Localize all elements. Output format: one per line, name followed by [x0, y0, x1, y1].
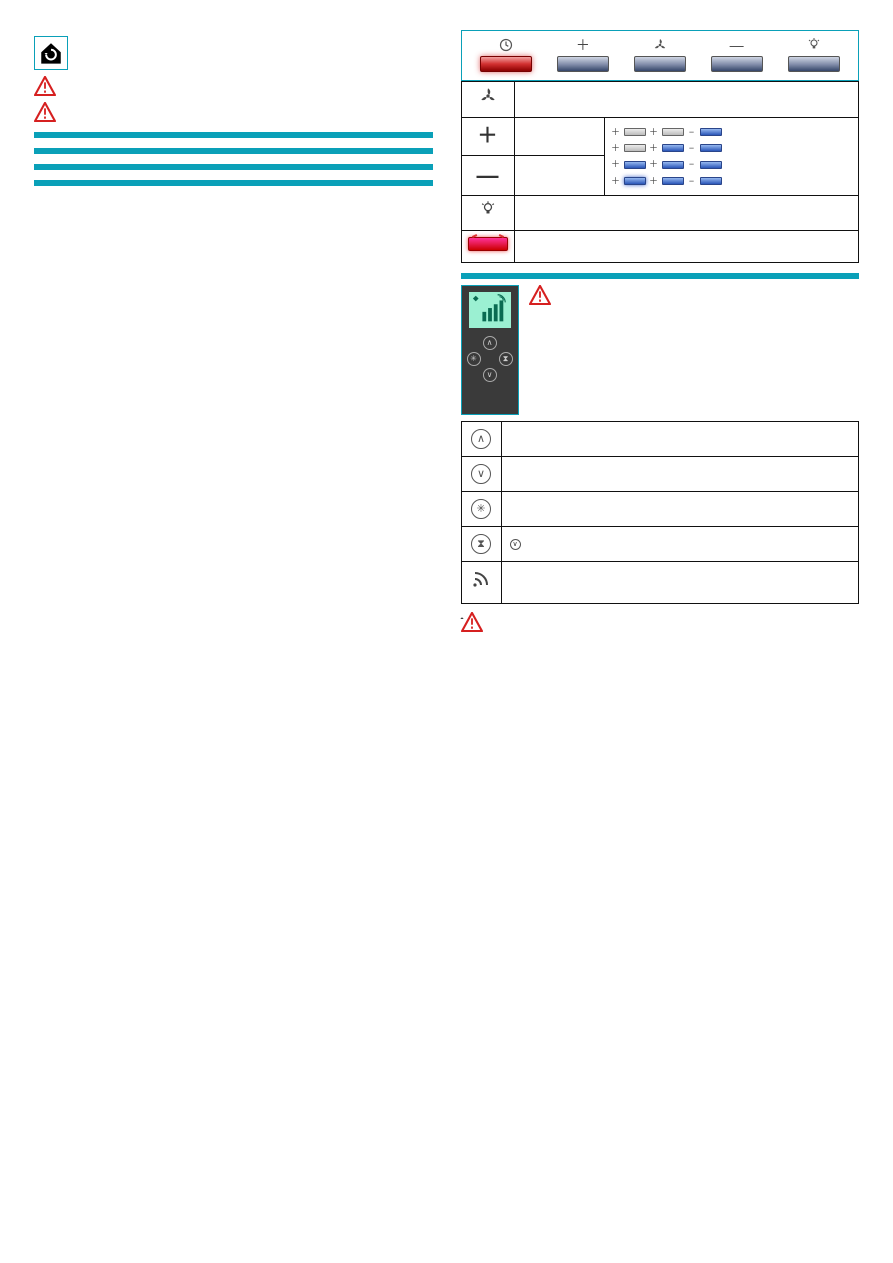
fan-button[interactable] — [634, 56, 686, 72]
section-remote — [461, 273, 860, 279]
timer-button[interactable] — [480, 56, 532, 72]
plus-button[interactable] — [557, 56, 609, 72]
rc-row-down — [501, 457, 859, 492]
radio-icon — [471, 573, 491, 593]
remote-down-button[interactable]: ∨ — [483, 368, 497, 382]
function-table: ＋ ＋＋− ＋＋− ＋＋− ＋＋− — — [461, 81, 860, 263]
chevron-down-icon: ∨ — [471, 464, 491, 484]
chevron-up-icon: ∧ — [471, 429, 491, 449]
row-fan-text — [514, 82, 859, 118]
warning-icon — [529, 285, 551, 305]
control-panel-illustration: ＋ — — [461, 30, 860, 81]
clock-icon — [499, 37, 513, 53]
row-bulb-text — [514, 196, 859, 231]
section-electronic — [34, 180, 433, 186]
rc-row-up — [501, 422, 859, 457]
remote-screen — [469, 292, 511, 328]
remote-timer-button[interactable]: ⧗ — [499, 352, 513, 366]
row-plus-text — [514, 117, 604, 155]
bulb-icon — [808, 37, 820, 53]
recirc-icon-box — [34, 36, 68, 70]
row-fan-icon — [461, 82, 514, 118]
remote-light-button[interactable]: ✳ — [467, 352, 481, 366]
row-timer-text — [514, 230, 859, 263]
light-icon: ✳ — [471, 499, 491, 519]
section-humidistat — [34, 164, 433, 170]
plus-icon: ＋ — [576, 37, 590, 53]
row-plus-icon: ＋ — [461, 117, 514, 155]
rc-row-radio — [501, 562, 859, 603]
warning-icon — [34, 76, 56, 96]
row-timer-icon — [461, 230, 514, 263]
fan-icon — [653, 37, 667, 53]
section-pullcord — [34, 132, 433, 138]
remote-control-illustration: ∧ ✳ ⧗ ∨ — [461, 285, 519, 415]
light-button[interactable] — [788, 56, 840, 72]
remote-pad: ∧ ✳ ⧗ ∨ — [467, 336, 513, 382]
row-bulb-icon — [461, 196, 514, 231]
minus-icon: — — [730, 37, 744, 53]
house-recirc-icon — [38, 40, 64, 66]
section-timer — [34, 148, 433, 154]
rc-row-timer: ∨ — [501, 527, 859, 562]
row-minus-icon: — — [461, 155, 514, 196]
row-minus-text — [514, 155, 604, 196]
rc-row-light — [501, 492, 859, 527]
remote-up-button[interactable]: ∧ — [483, 336, 497, 350]
hourglass-icon: ⧗ — [471, 534, 491, 554]
warning-icon — [34, 102, 56, 122]
minus-button[interactable] — [711, 56, 763, 72]
warning-icon — [461, 612, 483, 632]
speed-stack: ＋＋− ＋＋− ＋＋− ＋＋− — [611, 126, 853, 187]
remote-function-table: ∧ ∨ ✳ ⧗ ∨ — [461, 421, 860, 603]
